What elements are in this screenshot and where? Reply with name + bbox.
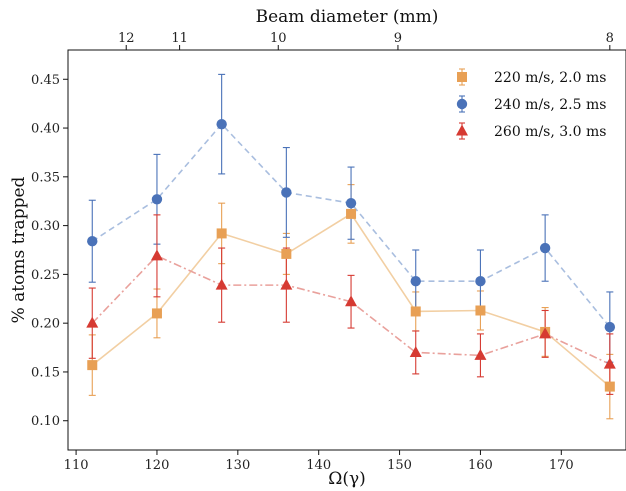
x-tick-label-120: 120 bbox=[145, 458, 170, 473]
data-point-s1-136 bbox=[281, 248, 292, 259]
top-axis-ticks: 12 11 10 9 8 bbox=[118, 31, 614, 50]
data-point-s1-120 bbox=[151, 308, 162, 319]
x-axis-ticks: 110 120 130 140 150 160 170 bbox=[64, 450, 574, 473]
data-point-s2-136 bbox=[281, 187, 292, 198]
x-tick-label-150: 150 bbox=[387, 458, 412, 473]
data-point-s2-128 bbox=[216, 118, 227, 130]
legend-marker-2 bbox=[456, 98, 468, 110]
series-markers bbox=[86, 118, 616, 392]
series-lines bbox=[91, 122, 611, 388]
data-point-s2-120 bbox=[151, 194, 163, 205]
y-tick-label-0-15: 0.15 bbox=[31, 365, 60, 380]
y-axis-title: % atoms trapped bbox=[9, 176, 29, 323]
legend-marker-1 bbox=[457, 72, 467, 82]
data-point-s3-136 bbox=[280, 278, 293, 290]
legend-label-1: 220 m/s, 2.0 ms bbox=[494, 70, 606, 86]
x-tick-label-140: 140 bbox=[306, 458, 331, 473]
x-axis-title: Ω(γ) bbox=[328, 469, 366, 489]
data-point-s3-120 bbox=[150, 249, 163, 261]
y-tick-label-0-25: 0.25 bbox=[31, 268, 60, 283]
data-point-s1-112 bbox=[87, 360, 98, 371]
data-point-s3-128 bbox=[215, 278, 228, 290]
plot-frame bbox=[67, 49, 626, 451]
legend-marker-3 bbox=[456, 124, 468, 136]
y-tick-label-0-10: 0.10 bbox=[31, 414, 60, 429]
x-tick-label-160: 160 bbox=[468, 458, 493, 473]
data-point-s2-144 bbox=[345, 197, 357, 209]
data-point-s3-112 bbox=[86, 316, 99, 328]
legend: 220 m/s, 2.0 ms 240 m/s, 2.5 ms 260 m/s, 3… bbox=[456, 68, 606, 140]
data-point-s2-176 bbox=[604, 321, 616, 333]
data-point-s2-168 bbox=[539, 242, 551, 254]
y-tick-label-0-45: 0.45 bbox=[31, 73, 60, 88]
y-tick-label-0-35: 0.35 bbox=[31, 170, 60, 185]
x-tick-label-130: 130 bbox=[225, 458, 250, 473]
x-tick-label-110: 110 bbox=[64, 458, 89, 473]
y-tick-label-0-20: 0.20 bbox=[31, 317, 60, 332]
top-axis-title: Beam diameter (mm) bbox=[256, 7, 439, 27]
top-tick-label-10: 10 bbox=[270, 31, 287, 46]
x-tick-label-170: 170 bbox=[549, 458, 574, 473]
top-tick-label-9: 9 bbox=[394, 31, 402, 46]
y-axis-ticks: 0.10 0.15 0.20 0.25 0.30 0.35 0.40 0.45 bbox=[31, 73, 68, 429]
data-point-s3-144 bbox=[345, 295, 358, 307]
top-tick-label-12: 12 bbox=[118, 31, 135, 46]
data-point-s2-112 bbox=[87, 236, 98, 247]
data-point-s2-152 bbox=[410, 276, 421, 287]
data-point-s2-160 bbox=[475, 276, 486, 287]
data-point-s3-168 bbox=[539, 327, 552, 339]
data-point-s1-144 bbox=[346, 208, 357, 219]
data-point-s3-160 bbox=[474, 348, 487, 360]
legend-label-2: 240 m/s, 2.5 ms bbox=[494, 97, 606, 113]
legend-label-3: 260 m/s, 3.0 ms bbox=[494, 124, 606, 140]
y-tick-label-0-40: 0.40 bbox=[31, 122, 60, 137]
data-point-s1-176 bbox=[604, 381, 615, 392]
data-point-s1-128 bbox=[216, 228, 227, 239]
data-point-s3-176 bbox=[603, 357, 616, 369]
data-point-s3-152 bbox=[409, 345, 422, 357]
data-point-s1-152 bbox=[410, 306, 421, 317]
top-tick-label-8: 8 bbox=[606, 31, 614, 46]
y-tick-label-0-30: 0.30 bbox=[31, 219, 60, 234]
top-tick-label-11: 11 bbox=[171, 31, 188, 46]
data-point-s1-160 bbox=[475, 305, 486, 316]
